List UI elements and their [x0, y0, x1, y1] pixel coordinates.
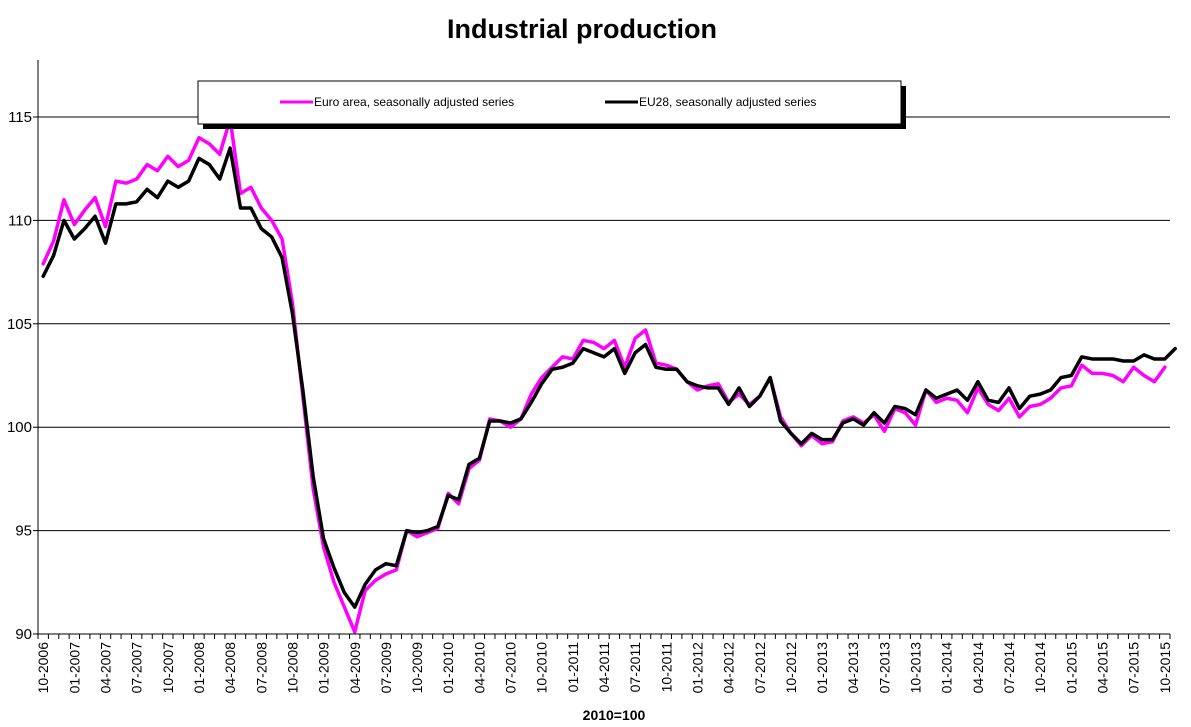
x-tick-label: 01-2007: [66, 642, 82, 694]
x-tick-label: 01-2015: [1063, 642, 1079, 694]
x-tick-label: 04-2009: [347, 642, 363, 694]
x-tick-label: 10-2015: [1157, 642, 1173, 694]
x-tick-label: 07-2007: [129, 642, 145, 694]
y-tick-label: 90: [15, 626, 32, 643]
x-tick-label: 10-2013: [908, 642, 924, 694]
x-tick-label: 10-2008: [284, 642, 300, 694]
x-tick-label: 04-2013: [845, 642, 861, 694]
x-tick-label: 07-2010: [503, 642, 519, 694]
legend: Euro area, seasonally adjusted series EU…: [197, 80, 906, 129]
y-axis-ticks: 90 95 100 105 110 115: [7, 109, 38, 643]
x-tick-label: 01-2008: [191, 642, 207, 694]
gridlines: [38, 116, 1170, 532]
x-tick-label: 07-2012: [752, 642, 768, 694]
x-tick-label: 07-2011: [627, 642, 643, 693]
x-tick-label: 04-2008: [222, 642, 238, 694]
x-tick-label: 10-2006: [35, 642, 51, 694]
series-line-eu28: [41, 146, 1177, 609]
x-tick-label: 01-2014: [939, 642, 955, 694]
x-tick-label: 10-2009: [409, 642, 425, 694]
series-line-euro-area: [41, 117, 1167, 634]
x-tick-label: 07-2008: [253, 642, 269, 694]
x-tick-label: 07-2009: [378, 642, 394, 694]
x-tick-label: 01-2011: [565, 642, 581, 693]
chart-title: Industrial production: [447, 14, 717, 44]
x-tick-label: 04-2012: [721, 642, 737, 694]
x-tick-label: 07-2014: [1001, 642, 1017, 694]
x-tick-label: 04-2007: [98, 642, 114, 694]
x-tick-label: 04-2011: [596, 642, 612, 693]
x-axis-ticks: 10-2006 01-2007 04-2007 07-2007 10-2007 01-20…: [35, 634, 1173, 693]
x-tick-label: 01-2010: [440, 642, 456, 694]
x-tick-label: 10-2007: [160, 642, 176, 694]
y-tick-label: 100: [7, 419, 32, 436]
series-lines: [41, 117, 1177, 634]
x-tick-label: 01-2012: [689, 642, 705, 694]
x-tick-label: 07-2013: [876, 642, 892, 694]
y-tick-label: 110: [8, 212, 32, 229]
legend-label-euro-area: Euro area, seasonally adjusted series: [314, 95, 514, 109]
x-tick-label: 10-2011: [658, 642, 674, 693]
x-tick-label: 04-2010: [471, 642, 487, 694]
legend-box: [197, 80, 902, 125]
x-tick-label: 10-2012: [783, 642, 799, 694]
legend-label-eu28: EU28, seasonally adjusted series: [639, 95, 816, 109]
y-tick-label: 115: [8, 109, 32, 126]
x-tick-label: 10-2014: [1032, 642, 1048, 694]
axes: [37, 60, 1170, 635]
y-tick-label: 105: [7, 316, 32, 333]
x-tick-label: 04-2015: [1094, 642, 1110, 694]
x-tick-label: 01-2009: [316, 642, 332, 694]
x-tick-label: 07-2015: [1126, 642, 1142, 694]
x-tick-label: 01-2013: [814, 642, 830, 694]
x-tick-label: 04-2014: [970, 642, 986, 694]
x-tick-label: 10-2010: [534, 642, 550, 694]
y-tick-label: 95: [15, 523, 32, 540]
x-axis-label: 2010=100: [583, 707, 646, 723]
